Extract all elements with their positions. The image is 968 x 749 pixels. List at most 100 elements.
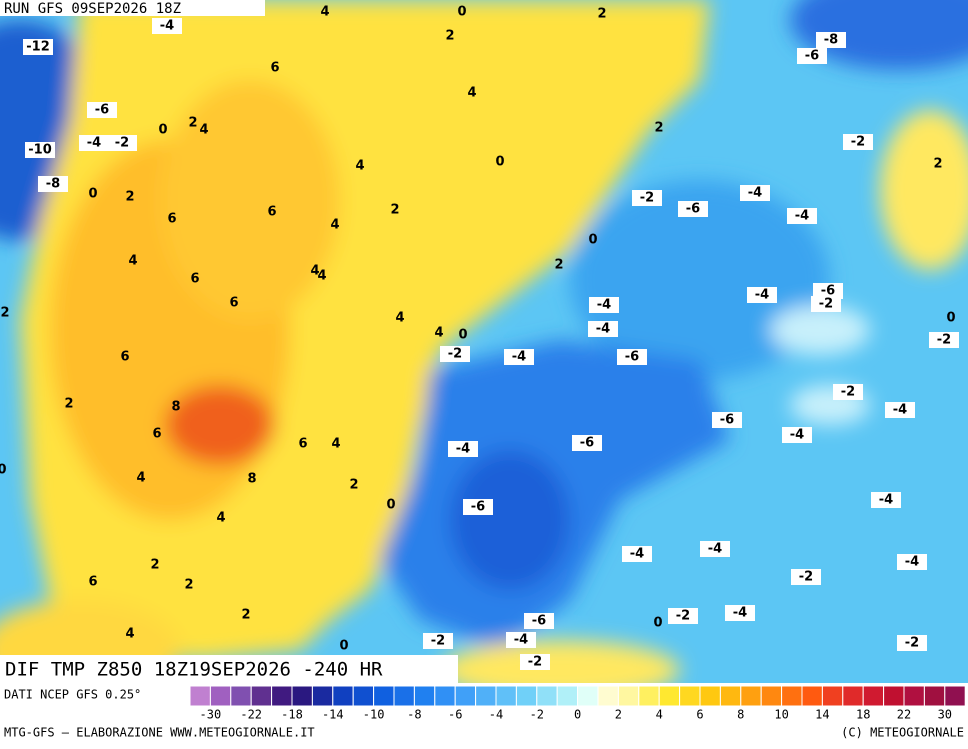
- contour-label: -2: [640, 191, 654, 206]
- contour-label: 0: [588, 233, 597, 248]
- colorbar-swatch: [679, 685, 701, 707]
- contour-label: 2: [184, 578, 193, 593]
- label-box: [668, 608, 698, 624]
- colorbar-tick-label: 18: [856, 708, 870, 722]
- colorbar-swatch: [740, 685, 762, 707]
- temperature-field: [0, 0, 968, 683]
- label-box: [897, 635, 927, 651]
- contour-label: 0: [88, 187, 97, 202]
- colorbar-tick-label: -14: [322, 708, 344, 722]
- contour-label: 0: [495, 155, 504, 170]
- colorbar-swatch: [536, 685, 558, 707]
- contour-label: -8: [824, 33, 838, 48]
- contour-label: -4: [879, 493, 893, 508]
- colorbar-swatch: [291, 685, 313, 707]
- contour-label: -4: [905, 555, 919, 570]
- contour-label: 4: [199, 123, 208, 138]
- colorbar-swatch: [250, 685, 273, 707]
- colorbar-swatch: [719, 685, 742, 707]
- colorbar-swatch: [638, 685, 660, 707]
- colorbar-tick-label: 6: [696, 708, 703, 722]
- contour-label: -2: [676, 609, 690, 624]
- colorbar-swatch: [556, 685, 579, 707]
- colorbar-tick-label: -10: [363, 708, 385, 722]
- contour-label: 2: [597, 7, 606, 22]
- label-box: [813, 283, 843, 299]
- contour-label: -4: [893, 403, 907, 418]
- header-box: [0, 0, 265, 16]
- label-box: [617, 349, 647, 365]
- contour-label: -8: [46, 177, 60, 192]
- contour-label: 4: [128, 254, 137, 269]
- contour-label: 2: [390, 203, 399, 218]
- contour-label: 8: [171, 400, 180, 415]
- contour-label: 6: [120, 350, 129, 365]
- contour-label: -2: [905, 636, 919, 651]
- contour-label: -6: [625, 350, 639, 365]
- label-box: [816, 32, 846, 48]
- contour-label: 4: [331, 437, 340, 452]
- label-box: [622, 546, 652, 562]
- label-box: [885, 402, 915, 418]
- colorbar-tick-label: -8: [407, 708, 421, 722]
- contour-label: -4: [160, 19, 174, 34]
- credit-label: MTG-GFS – ELABORAZIONE WWW.METEOGIORNALE…: [4, 726, 315, 740]
- contour-label: 4: [136, 471, 145, 486]
- colorbar-swatch: [617, 685, 640, 707]
- colorbar-swatch: [760, 685, 783, 707]
- contour-label: 6: [229, 296, 238, 311]
- label-box: [843, 134, 873, 150]
- colorbar-swatch: [781, 685, 803, 707]
- contour-label: 4: [330, 218, 339, 233]
- colorbar-swatch: [883, 685, 905, 707]
- colorbar-tick-label: 4: [656, 708, 663, 722]
- contour-label: -2: [799, 570, 813, 585]
- contour-label: -4: [708, 542, 722, 557]
- contour-label: 4: [434, 326, 443, 341]
- label-box: [524, 613, 554, 629]
- contour-label: 6: [190, 272, 199, 287]
- run-label: RUN GFS 09SEP2026 18Z: [4, 1, 181, 17]
- contour-label: -2: [851, 135, 865, 150]
- label-box: [787, 208, 817, 224]
- contour-label: -4: [597, 298, 611, 313]
- colorbar-tick-label: -6: [448, 708, 462, 722]
- contour-label: -2: [528, 655, 542, 670]
- label-box: [833, 384, 863, 400]
- contour-label: 0: [458, 328, 467, 343]
- colorbar-swatch: [393, 685, 415, 707]
- contour-label: 0: [386, 498, 395, 513]
- colorbar-swatch: [434, 685, 456, 707]
- colorbar-swatch: [311, 685, 334, 707]
- colorbar-tick-label: 2: [615, 708, 622, 722]
- label-box: [929, 332, 959, 348]
- colorbar-swatch: [209, 685, 232, 707]
- contour-label: 4: [467, 86, 476, 101]
- contour-label: -6: [580, 436, 594, 451]
- label-box: [897, 554, 927, 570]
- colorbar-swatch: [230, 685, 252, 707]
- colorbar-tick-label: 14: [815, 708, 829, 722]
- colorbar-tick-label: -4: [489, 708, 503, 722]
- colorbar-swatch: [658, 685, 681, 707]
- label-box: [588, 321, 618, 337]
- contour-label: -10: [28, 143, 52, 158]
- contour-label: 6: [152, 427, 161, 442]
- colorbar-tick-label: -18: [281, 708, 303, 722]
- contour-label: 6: [88, 575, 97, 590]
- colorbar-swatch: [475, 685, 497, 707]
- contour-label: 4: [395, 311, 404, 326]
- colorbar-swatch: [189, 685, 211, 707]
- label-box: [23, 39, 53, 55]
- contour-label: -2: [841, 385, 855, 400]
- label-box: [678, 201, 708, 217]
- label-box: [700, 541, 730, 557]
- contour-label: 2: [64, 397, 73, 412]
- copyright-label: (C) METEOGIORNALE: [841, 726, 964, 740]
- label-box: [589, 297, 619, 313]
- contour-label: -4: [630, 547, 644, 562]
- colorbar-swatch: [842, 685, 864, 707]
- contour-label: -4: [733, 606, 747, 621]
